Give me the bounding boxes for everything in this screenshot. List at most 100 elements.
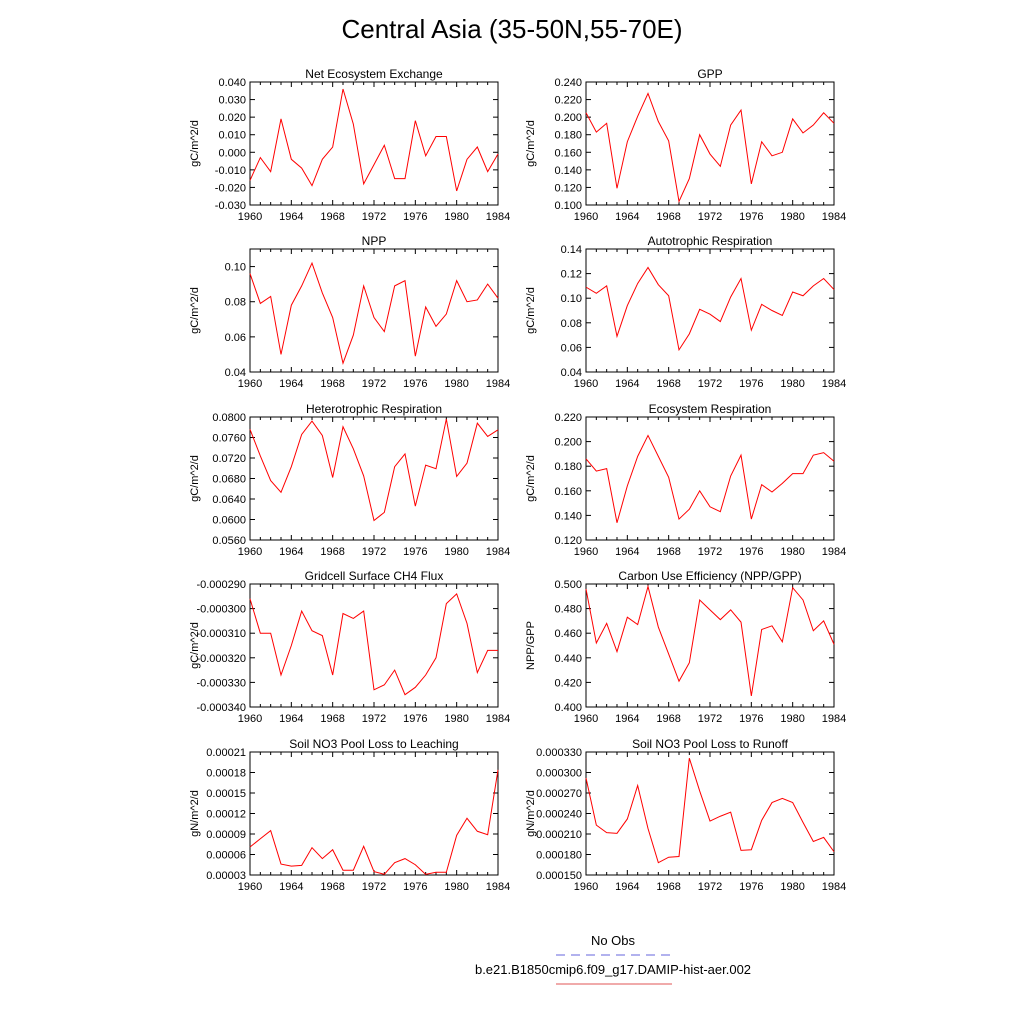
y-tick-label: 0.00015 [206,788,246,800]
x-tick-label: 1964 [615,211,639,223]
x-tick-label: 1964 [279,211,303,223]
x-tick-label: 1976 [403,713,427,725]
y-tick-label: 0.480 [554,604,582,616]
x-tick-label: 1972 [362,211,386,223]
y-tick-label: 0.04 [225,367,246,379]
y-axis-label: gN/m^2/d [525,790,537,837]
x-tick-label: 1968 [656,546,680,558]
y-tick-label: 0.100 [554,200,582,212]
y-tick-label: 0.220 [554,412,582,424]
x-tick-label: 1964 [279,378,303,390]
x-tick-label: 1980 [780,378,804,390]
x-tick-label: 1968 [320,713,344,725]
panel-3: NPP 1960 1964 1968 1972 1976 1980 1984 0.10 0.08 0… [189,234,510,390]
panel-7: Gridcell Surface CH4 Flux 1960 1964 1968 197… [189,569,510,725]
y-tick-label: 0.200 [554,112,582,124]
x-tick-label: 1968 [320,211,344,223]
y-tick-label: 0.00021 [206,747,246,759]
x-tick-label: 1972 [362,713,386,725]
y-tick-label: -0.030 [215,200,246,212]
y-tick-label: 0.000270 [536,788,582,800]
panel-10: Soil NO3 Pool Loss to Runoff 1960 1964 1968… [525,737,846,893]
series-line-1 [585,757,835,864]
x-tick-label: 1984 [486,546,510,558]
legend: No Obs b.e21.B1850cmip6.f09_g17.DAMIP-hi… [475,933,751,985]
y-tick-label: 0.10 [561,293,582,305]
y-tick-label: 0.440 [554,653,582,665]
x-tick-label: 1968 [656,713,680,725]
y-tick-label: 0.220 [554,95,582,107]
x-tick-label: 1968 [320,881,344,893]
x-tick-label: 1976 [403,378,427,390]
y-tick-label: 0.020 [218,112,246,124]
x-tick-label: 1960 [238,881,262,893]
y-tick-label: 0.180 [554,461,582,473]
y-tick-label: 0.08 [225,297,246,309]
panel-6: Ecosystem Respiration 1960 1964 1968 1972 197… [525,402,846,558]
y-tick-label: -0.020 [215,182,246,194]
y-axis-label: gC/m^2/d [189,287,201,334]
x-tick-label: 1972 [698,713,722,725]
x-tick-label: 1984 [486,378,510,390]
y-tick-label: -0.000290 [196,579,246,591]
y-tick-label: 0.00018 [206,768,246,780]
series-line-1 [249,88,499,192]
legend-label-obs: No Obs [591,933,636,948]
x-tick-label: 1960 [574,211,598,223]
x-tick-label: 1980 [444,881,468,893]
y-tick-label: 0.000 [218,147,246,159]
plot-frame [249,751,499,876]
x-tick-label: 1964 [279,546,303,558]
x-tick-label: 1972 [698,378,722,390]
plot-frame [585,751,835,876]
y-tick-label: 0.0560 [212,535,246,547]
x-tick-label: 1960 [574,881,598,893]
y-axis-label: gN/m^2/d [189,790,201,837]
y-tick-label: 0.040 [218,77,246,89]
y-tick-label: 0.180 [554,130,582,142]
x-tick-label: 1964 [279,881,303,893]
y-tick-label: 0.140 [554,510,582,522]
y-tick-label: 0.12 [561,269,582,281]
panel-8: Carbon Use Efficiency (NPP/GPP) 1960 1964 1… [525,569,846,725]
plot-frame [249,248,499,373]
y-tick-label: 0.000330 [536,747,582,759]
x-tick-label: 1984 [822,378,846,390]
x-tick-label: 1964 [615,546,639,558]
panel-title: NPP [362,234,387,248]
y-tick-label: 0.06 [561,342,582,354]
x-tick-label: 1964 [615,713,639,725]
y-axis-label: gC/m^2/d [525,455,537,502]
y-axis-label: gC/m^2/d [189,455,201,502]
panel-title: Net Ecosystem Exchange [305,67,443,81]
y-tick-label: 0.000210 [536,829,582,841]
x-tick-label: 1968 [656,211,680,223]
x-tick-label: 1968 [656,881,680,893]
x-tick-label: 1972 [362,378,386,390]
panel-title: Gridcell Surface CH4 Flux [305,569,444,583]
x-tick-label: 1980 [780,713,804,725]
series-line-1 [249,418,499,522]
x-tick-label: 1972 [362,881,386,893]
series-line-1 [585,266,835,352]
series-line-1 [585,434,835,523]
panel-title: Soil NO3 Pool Loss to Leaching [289,737,458,751]
x-tick-label: 1960 [238,713,262,725]
x-tick-label: 1968 [320,546,344,558]
x-tick-label: 1984 [822,713,846,725]
x-tick-label: 1980 [780,546,804,558]
y-tick-label: 0.00009 [206,829,246,841]
y-tick-label: 0.010 [218,130,246,142]
y-tick-label: 0.0800 [212,412,246,424]
series-line-1 [585,584,835,697]
x-tick-label: 1984 [486,211,510,223]
x-tick-label: 1980 [444,546,468,558]
x-tick-label: 1960 [574,378,598,390]
y-tick-label: -0.000310 [196,628,246,640]
x-tick-label: 1968 [320,378,344,390]
y-tick-label: 0.0640 [212,494,246,506]
x-tick-label: 1984 [822,546,846,558]
y-tick-label: -0.000330 [196,677,246,689]
y-tick-label: -0.000300 [196,604,246,616]
x-tick-label: 1976 [739,546,763,558]
